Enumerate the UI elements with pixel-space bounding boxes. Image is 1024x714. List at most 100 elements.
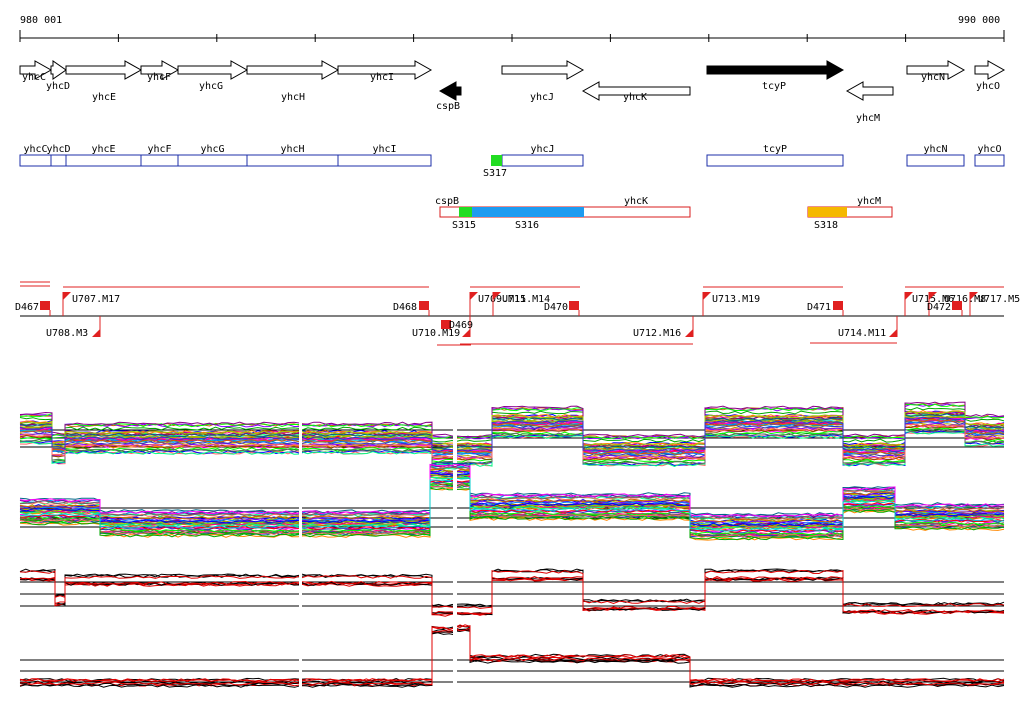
plus-box-label: yhcE	[91, 144, 115, 155]
promoter-flag[interactable]	[63, 292, 71, 300]
gene-arrow-yhcI[interactable]	[337, 60, 433, 80]
promoter-flag[interactable]	[905, 292, 913, 300]
minus-box-label: yhcK	[624, 196, 648, 207]
expression-trace	[19, 477, 1004, 532]
gene-label-yhcM: yhcM	[856, 113, 880, 124]
plus-box-yhcO[interactable]	[974, 154, 1005, 167]
expression-trace	[19, 431, 1005, 467]
gene-arrow-yhcO[interactable]	[974, 60, 1006, 80]
gene-arrow-yhcF[interactable]	[140, 60, 180, 80]
gene-label-yhcC: yhcC	[22, 72, 46, 83]
feature-S315[interactable]	[459, 207, 472, 217]
expression-trace	[19, 627, 1005, 686]
promoter-flag[interactable]	[493, 292, 501, 300]
terminator-box[interactable]	[419, 301, 429, 310]
expression-panel-3	[19, 568, 1005, 640]
gap	[299, 400, 302, 470]
plus-box-label: yhcO	[977, 144, 1001, 155]
plus-box-label: yhcG	[200, 144, 224, 155]
plus-box-yhcC[interactable]	[19, 154, 52, 167]
feature-S317[interactable]	[491, 155, 502, 166]
plus-box-label: yhcD	[46, 144, 70, 155]
gene-label-yhcN: yhcN	[921, 72, 945, 83]
tu-label: D469	[449, 320, 473, 331]
expression-trace	[20, 476, 1005, 529]
tu-label: D467	[15, 302, 39, 313]
tu-label: U717.M5	[978, 294, 1020, 305]
feature-S318[interactable]	[808, 207, 847, 217]
gene-arrow-yhcM[interactable]	[845, 81, 894, 101]
promoter-flag[interactable]	[929, 292, 937, 300]
plus-box-yhcN[interactable]	[906, 154, 965, 167]
terminator-box[interactable]	[441, 320, 451, 329]
gene-arrow-yhcH[interactable]	[246, 60, 340, 80]
gene-arrow-tcyP[interactable]	[706, 60, 845, 80]
gene-arrow-yhcK[interactable]	[581, 81, 691, 101]
expression-trace	[19, 410, 1005, 447]
plus-box-yhcH[interactable]	[246, 154, 339, 167]
promoter-flag[interactable]	[889, 329, 897, 337]
expression-trace	[19, 416, 1005, 453]
expression-panels	[19, 400, 1005, 690]
expression-trace	[19, 401, 1005, 438]
promoter-flag[interactable]	[92, 329, 100, 337]
gene-arrow-yhcJ[interactable]	[501, 60, 585, 80]
plus-box-yhcG[interactable]	[177, 154, 248, 167]
expression-trace	[19, 428, 1005, 465]
tu-label: D471	[807, 302, 831, 313]
expression-trace	[19, 407, 1005, 443]
tu-label: U707.M17	[72, 294, 120, 305]
expression-trace	[19, 624, 1005, 683]
plus-box-tcyP[interactable]	[706, 154, 844, 167]
gene-label-yhcH: yhcH	[281, 92, 305, 103]
tu-label: U709.M15	[478, 294, 526, 305]
terminator-box[interactable]	[833, 301, 843, 310]
feature-label: S316	[515, 220, 539, 231]
plus-box-yhcF[interactable]	[140, 154, 179, 167]
plus-box-label: yhcF	[147, 144, 171, 155]
feature-label: S317	[483, 168, 507, 179]
gene-arrow-yhcE[interactable]	[65, 60, 143, 80]
gene-arrow-yhcN[interactable]	[906, 60, 966, 80]
plus-box-yhcJ[interactable]	[501, 154, 584, 167]
plus-box-yhcE[interactable]	[65, 154, 142, 167]
plus-box-yhcI[interactable]	[337, 154, 432, 167]
feature-S316[interactable]	[472, 207, 584, 217]
plus-box-label: yhcC	[23, 144, 47, 155]
terminator-box[interactable]	[569, 301, 579, 310]
expression-trace	[19, 575, 1005, 616]
gene-label-tcyP: tcyP	[762, 81, 786, 92]
expression-trace	[19, 628, 1004, 687]
gene-label-yhcI: yhcI	[370, 72, 394, 83]
gene-arrow-yhcC[interactable]	[19, 60, 53, 80]
gene-arrow-yhcD[interactable]	[50, 60, 67, 80]
tu-label: U714.M11	[838, 328, 886, 339]
promoter-flag[interactable]	[685, 329, 693, 337]
gene-label-yhcO: yhcO	[976, 81, 1000, 92]
gene-label-yhcJ: yhcJ	[530, 92, 554, 103]
terminator-box[interactable]	[952, 301, 962, 310]
minus-strand-track: cspB yhcK yhcM S317 S315 S316 S318	[435, 155, 893, 231]
expression-trace	[19, 629, 1005, 688]
plus-box-yhcD[interactable]	[50, 154, 67, 167]
gene-arrow-cspB[interactable]	[438, 81, 462, 101]
promoter-flag[interactable]	[703, 292, 711, 300]
promoter-flag[interactable]	[470, 292, 478, 300]
promoter-flag[interactable]	[462, 329, 470, 337]
feature-label: S315	[452, 220, 476, 231]
gene-arrow-yhcG[interactable]	[177, 60, 249, 80]
expression-trace	[19, 569, 1005, 608]
expression-trace	[20, 410, 1005, 447]
plus-box-label: yhcN	[923, 144, 947, 155]
expression-panel-4	[19, 620, 1005, 690]
promoter-flag[interactable]	[970, 292, 978, 300]
gene-label-yhcE: yhcE	[92, 92, 116, 103]
expression-trace	[19, 628, 1005, 687]
ruler-end-label: 990 000	[958, 15, 1000, 26]
terminator-box[interactable]	[40, 301, 50, 310]
minus-box-label: yhcM	[857, 196, 881, 207]
